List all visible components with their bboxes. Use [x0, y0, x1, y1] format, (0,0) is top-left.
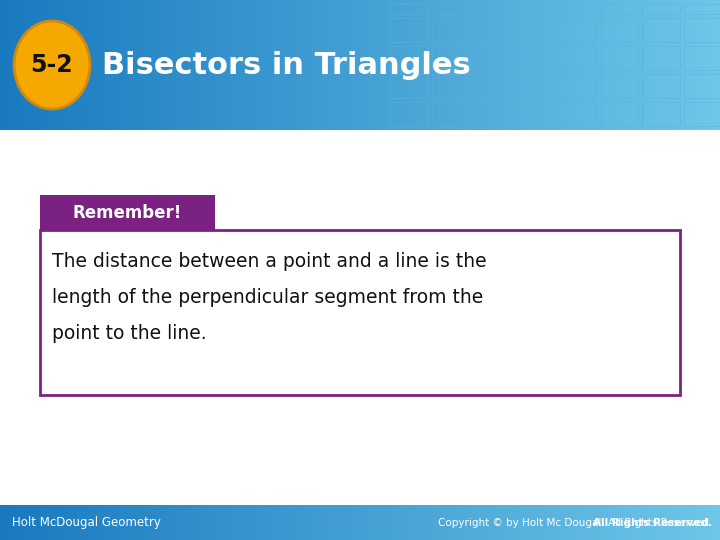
Text: length of the perpendicular segment from the: length of the perpendicular segment from… — [52, 288, 483, 307]
Text: The distance between a point and a line is the: The distance between a point and a line … — [52, 252, 487, 271]
Text: Remember!: Remember! — [73, 204, 182, 221]
Text: Bisectors in Triangles: Bisectors in Triangles — [102, 51, 471, 79]
Text: point to the line.: point to the line. — [52, 324, 207, 343]
Text: All Rights Reserved.: All Rights Reserved. — [390, 517, 712, 528]
FancyBboxPatch shape — [40, 230, 680, 395]
Ellipse shape — [14, 21, 90, 109]
Text: 5-2: 5-2 — [31, 53, 73, 77]
FancyBboxPatch shape — [40, 195, 215, 230]
Text: Copyright © by Holt Mc Dougal. All Rights Reserved.: Copyright © by Holt Mc Dougal. All Right… — [438, 517, 712, 528]
Text: Holt McDougal Geometry: Holt McDougal Geometry — [12, 516, 161, 529]
